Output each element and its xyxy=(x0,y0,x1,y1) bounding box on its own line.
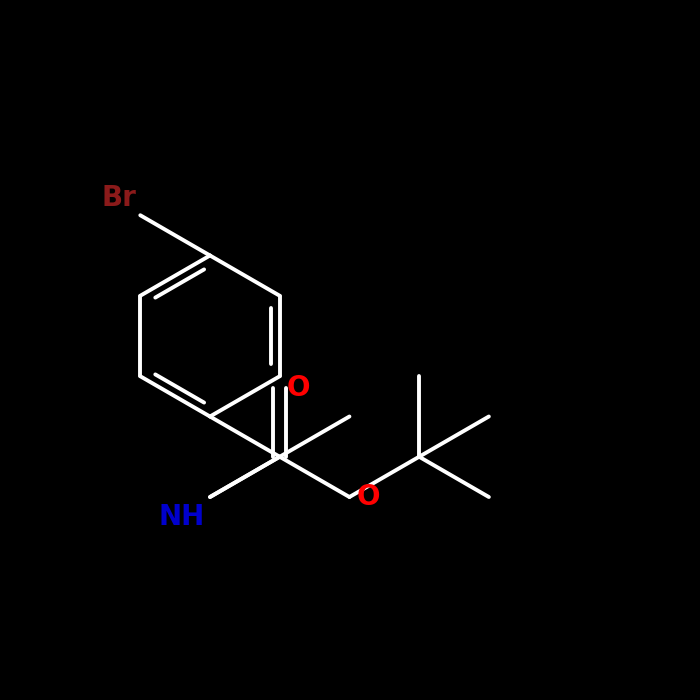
Text: Br: Br xyxy=(102,183,136,211)
Text: O: O xyxy=(287,374,310,402)
Text: NH: NH xyxy=(158,503,204,531)
Text: O: O xyxy=(356,483,380,511)
